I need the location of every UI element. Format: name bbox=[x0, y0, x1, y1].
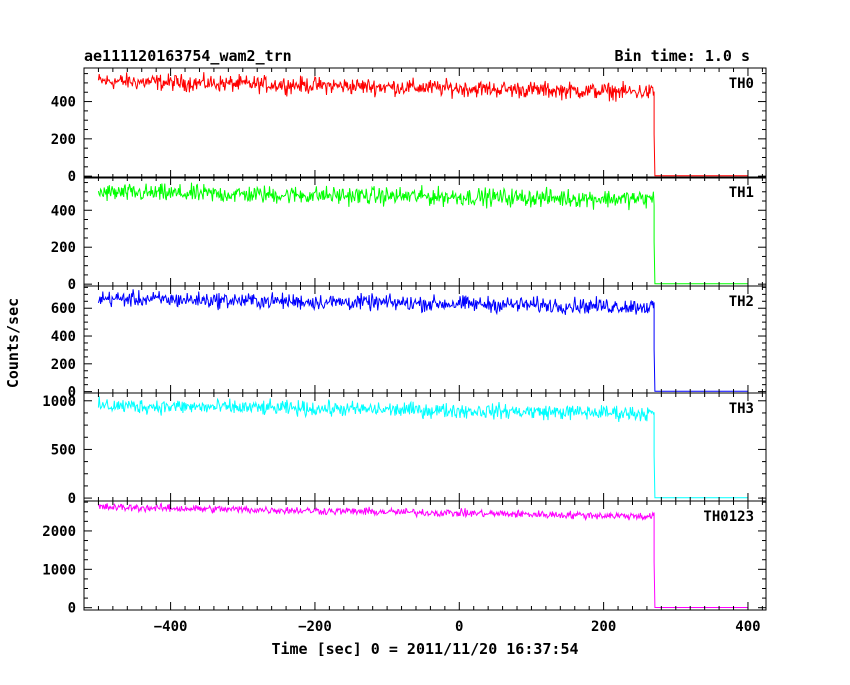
panels-group: 0 200 400 TH0 0 200 400 TH1 0 200 400 600 TH2 0 500 100… bbox=[42, 67, 767, 635]
y-tick-label: 400 bbox=[51, 95, 76, 111]
y-tick-label: 1000 bbox=[42, 562, 76, 578]
panel-frame bbox=[83, 67, 767, 179]
y-tick-label: 600 bbox=[51, 301, 76, 317]
panel-th0: 0 200 400 TH0 bbox=[51, 67, 767, 185]
panel-label: TH1 bbox=[729, 185, 754, 201]
y-tick-label: 1000 bbox=[42, 394, 76, 410]
x-tick-label: 400 bbox=[735, 619, 760, 635]
y-tick-label: 2000 bbox=[42, 524, 76, 540]
panel-label: TH0123 bbox=[703, 509, 754, 525]
panel-frame bbox=[83, 176, 767, 287]
y-tick-label: 0 bbox=[68, 491, 76, 507]
y-tick-label: 200 bbox=[51, 240, 76, 256]
y-tick-label: 0 bbox=[68, 601, 76, 617]
panel-label: TH2 bbox=[729, 294, 754, 310]
panel-label: TH0 bbox=[729, 76, 754, 92]
series-line-th0123 bbox=[97, 502, 748, 608]
series-line-th0 bbox=[97, 72, 748, 177]
panel-th1: 0 200 400 TH1 bbox=[51, 176, 767, 293]
y-tick-label: 0 bbox=[68, 277, 76, 293]
panel-th2: 0 200 400 600 TH2 bbox=[51, 285, 767, 401]
y-tick-label: 400 bbox=[51, 203, 76, 219]
y-axis-label: Counts/sec bbox=[4, 298, 22, 388]
x-tick-label: −400 bbox=[154, 619, 188, 635]
y-tick-label: 500 bbox=[51, 442, 76, 458]
x-axis-label: Time [sec] 0 = 2011/11/20 16:37:54 bbox=[271, 640, 578, 658]
series-line-th2 bbox=[97, 289, 748, 392]
x-tick-label: 0 bbox=[455, 619, 463, 635]
chart-title: ae111120163754_wam2_trn bbox=[84, 47, 292, 65]
y-tick-label: 400 bbox=[51, 329, 76, 345]
y-tick-label: 0 bbox=[68, 385, 76, 401]
panel-label: TH3 bbox=[729, 401, 754, 417]
panel-frame bbox=[83, 500, 767, 611]
panel-th0123: 0 1000 2000 TH0123 bbox=[42, 500, 767, 617]
y-tick-label: 200 bbox=[51, 357, 76, 373]
x-tick-label: 200 bbox=[591, 619, 616, 635]
y-tick-label: 200 bbox=[51, 132, 76, 148]
bin-time-label: Bin time: 1.0 s bbox=[615, 47, 750, 65]
x-tick-label: −200 bbox=[298, 619, 332, 635]
y-tick-label: 0 bbox=[68, 169, 76, 185]
panel-th3: 0 500 1000 TH3 bbox=[42, 392, 767, 507]
series-line-th3 bbox=[97, 396, 748, 499]
series-line-th1 bbox=[97, 182, 748, 285]
